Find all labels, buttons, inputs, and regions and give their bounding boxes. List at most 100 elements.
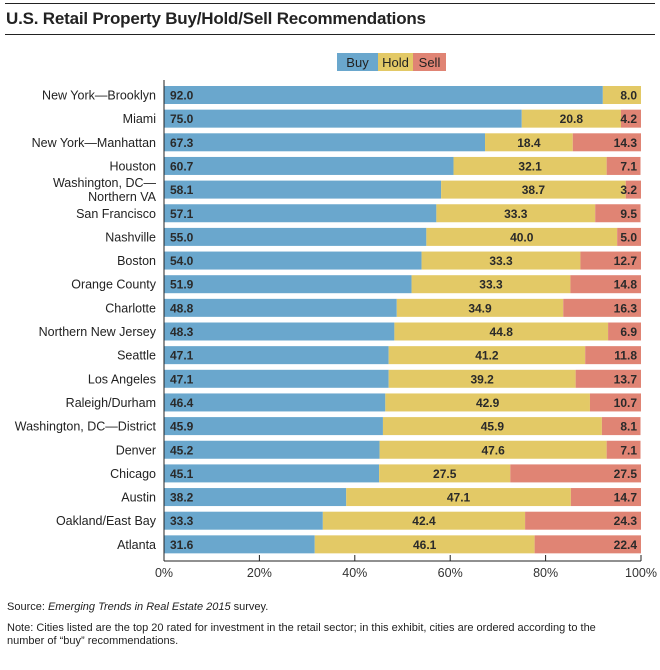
category-label: Denver (116, 443, 156, 457)
legend-sell: Sell (413, 53, 446, 71)
bar-sell (570, 488, 641, 507)
data-label-buy: 48.3 (170, 325, 194, 339)
category-label: Charlotte (105, 301, 156, 315)
bar-sell (589, 393, 641, 412)
data-label-buy: 51.9 (170, 278, 194, 292)
category-label: New York—Brooklyn (42, 89, 156, 103)
bar-buy (164, 440, 380, 459)
bar-buy (164, 251, 422, 270)
category-label: Houston (109, 159, 156, 173)
bar-sell (617, 227, 641, 246)
x-tick-label: 0% (155, 566, 173, 580)
data-label-sell: 3.2 (620, 183, 637, 197)
chart-plot: 92.0 8.0 New York—Brooklyn 75.0 20.8 4.2 Miami… (15, 80, 657, 580)
source-suffix: survey. (230, 601, 269, 613)
data-label-sell: 24.3 (614, 514, 638, 528)
x-tick-label: 40% (342, 566, 367, 580)
data-label-hold: 41.2 (475, 349, 499, 363)
x-tick-label: 20% (247, 566, 272, 580)
bar-hold (388, 369, 576, 388)
source-title: Emerging Trends in Real Estate 2015 (47, 601, 231, 613)
category-label: Oakland/East Bay (56, 514, 157, 528)
bar-buy (164, 393, 386, 412)
data-label-sell: 13.7 (614, 372, 638, 386)
legend-sell-label: Sell (418, 54, 441, 70)
bar-hold (436, 204, 596, 223)
bar-sell (563, 298, 641, 317)
bar-hold (602, 86, 641, 104)
data-label-buy: 48.8 (170, 301, 194, 315)
bar-buy (164, 488, 347, 507)
data-label-buy: 60.7 (170, 159, 194, 173)
data-label-sell: 6.9 (620, 325, 637, 339)
bar-hold (421, 251, 581, 270)
data-label-buy: 92.0 (170, 89, 194, 103)
x-tick-label: 100% (625, 566, 657, 580)
bar-buy (164, 109, 522, 128)
data-label-buy: 31.6 (170, 538, 194, 552)
bar-hold (441, 180, 626, 199)
bar-sell (580, 251, 641, 270)
category-label: Atlanta (117, 538, 156, 552)
bar-sell (608, 322, 641, 341)
legend-buy-label: Buy (346, 54, 369, 70)
category-label: Austin (121, 491, 156, 505)
data-label-sell: 10.7 (614, 396, 638, 410)
legend: Buy Hold Sell (337, 53, 446, 71)
bar-buy (164, 204, 437, 223)
data-label-buy: 55.0 (170, 230, 194, 244)
data-label-buy: 67.3 (170, 136, 194, 150)
category-label: Raleigh/Durham (66, 396, 156, 410)
bar-buy (164, 86, 603, 104)
category-label: Boston (117, 254, 156, 268)
bar-sell (585, 346, 641, 365)
data-label-sell: 9.5 (620, 207, 637, 221)
bar-sell (510, 464, 641, 483)
data-label-sell: 16.3 (614, 301, 638, 315)
data-label-sell: 8.1 (620, 420, 637, 434)
data-label-buy: 46.4 (170, 396, 194, 410)
data-label-sell: 22.4 (614, 538, 638, 552)
bar-buy (164, 227, 427, 246)
data-label-hold: 46.1 (413, 538, 437, 552)
bar-buy (164, 133, 486, 152)
data-label-sell: 14.3 (614, 136, 638, 150)
bar-hold (382, 417, 602, 436)
data-label-buy: 45.9 (170, 420, 194, 434)
category-label: Northern New Jersey (39, 325, 157, 339)
data-label-buy: 47.1 (170, 349, 194, 363)
bar-hold (385, 393, 590, 412)
data-label-hold: 18.4 (517, 136, 541, 150)
data-label-hold: 45.9 (481, 420, 505, 434)
data-label-buy: 75.0 (170, 112, 194, 126)
data-label-buy: 45.2 (170, 443, 194, 457)
note-line-2: number of “buy” recommendations. (7, 635, 179, 647)
data-label-sell: 4.2 (620, 112, 637, 126)
category-label: Seattle (117, 349, 156, 363)
category-label: Chicago (110, 467, 156, 481)
bar-hold (426, 227, 618, 246)
data-label-hold: 42.9 (476, 396, 500, 410)
note: Note: Cities listed are the top 20 rated… (7, 622, 596, 648)
bar-sell (525, 511, 641, 530)
data-label-hold: 32.1 (518, 159, 542, 173)
chart-title: U.S. Retail Property Buy/Hold/Sell Recom… (6, 9, 426, 28)
title-rule (5, 34, 655, 35)
bar-buy (164, 464, 380, 483)
bar-sell (606, 156, 641, 175)
category-label: Washington, DC—District (15, 420, 157, 434)
source-note: Source: Emerging Trends in Real Estate 2… (7, 601, 268, 614)
bar-buy (164, 156, 454, 175)
bar-hold (322, 511, 526, 530)
data-label-hold: 27.5 (433, 467, 457, 481)
data-label-buy: 38.2 (170, 491, 194, 505)
bar-sell (570, 275, 641, 294)
bar-buy (164, 322, 395, 341)
data-label-hold: 44.8 (490, 325, 514, 339)
data-label-sell: 27.5 (614, 467, 638, 481)
data-label-buy: 57.1 (170, 207, 194, 221)
category-label: Los Angeles (88, 372, 156, 386)
data-label-buy: 33.3 (170, 514, 194, 528)
bar-buy (164, 369, 389, 388)
bar-buy (164, 298, 397, 317)
